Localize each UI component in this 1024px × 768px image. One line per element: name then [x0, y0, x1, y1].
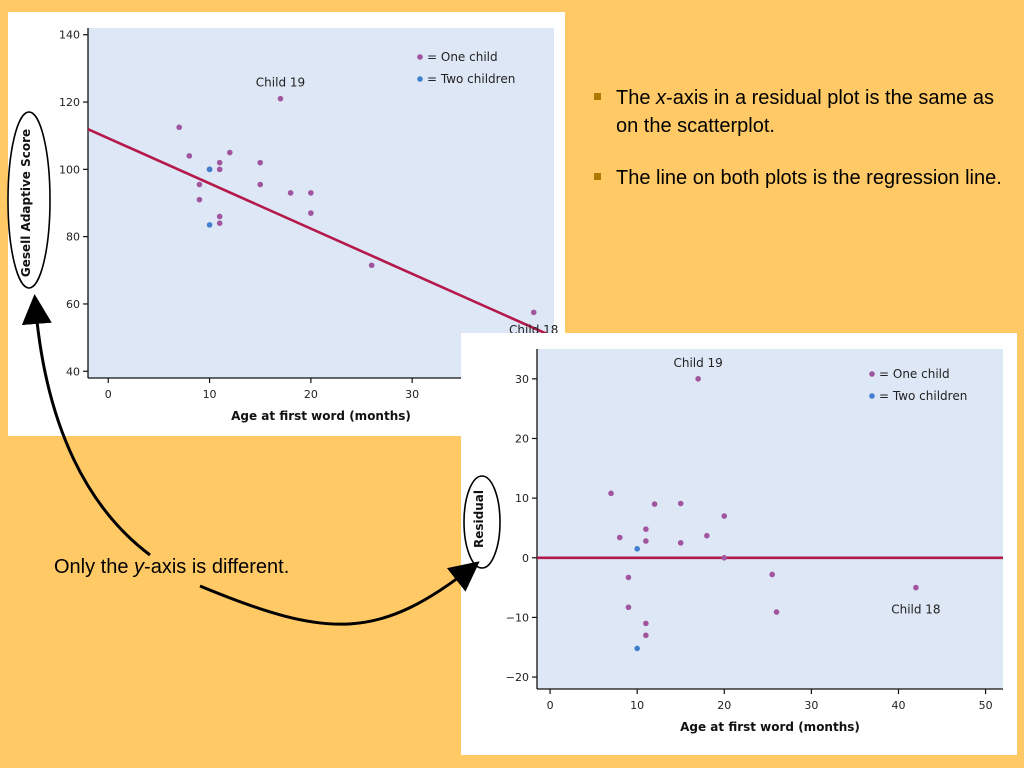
data-point-one-child: [721, 513, 728, 519]
data-point-one-child: [308, 190, 314, 196]
data-point-one-child: [216, 166, 223, 173]
bullet-text-before: The: [616, 87, 657, 109]
y-tick-label: 140: [59, 29, 80, 42]
data-point-one-child: [216, 220, 223, 226]
legend-swatch-two-children: [417, 76, 423, 82]
y-tick-label: 100: [59, 163, 80, 176]
bullet-text-after: -axis in a residual plot is the same as …: [616, 87, 994, 137]
data-point-two-children: [206, 166, 213, 173]
y-tick-label: 10: [515, 492, 529, 505]
data-point-one-child: [608, 490, 614, 497]
y-tick-label: −20: [506, 671, 529, 684]
y-tick-label: 40: [66, 365, 80, 378]
y-tick-label: 120: [59, 96, 80, 109]
bullet-text-before: The line on both plots is the regression…: [616, 167, 1002, 189]
legend-label: = One child: [427, 50, 498, 64]
bullet-item: The line on both plots is the regression…: [592, 164, 1002, 192]
y-tick-label: 30: [515, 373, 529, 386]
data-point-one-child: [769, 571, 775, 578]
data-point-one-child: [704, 532, 710, 539]
data-point-one-child: [643, 632, 649, 639]
data-point-one-child: [677, 500, 684, 507]
legend-swatch-two-children: [869, 393, 875, 399]
data-point-one-child: [227, 149, 233, 156]
data-point-one-child: [216, 213, 223, 220]
data-point-one-child: [721, 554, 728, 561]
x-tick-label: 0: [105, 388, 112, 401]
bullet-text-italic: x: [656, 87, 667, 109]
data-point-two-children: [634, 645, 640, 652]
plot-area: [88, 28, 554, 378]
caption: Only the y-axis is different.: [54, 556, 289, 579]
data-point-one-child: [216, 159, 223, 166]
data-point-one-child: [257, 159, 264, 166]
x-tick-label: 10: [630, 699, 644, 712]
x-tick-label: 30: [804, 699, 818, 712]
x-axis-title: Age at first word (months): [231, 409, 411, 423]
x-tick-label: 20: [304, 388, 318, 401]
y-axis-title: Residual: [472, 490, 486, 548]
data-point-one-child: [530, 309, 537, 316]
data-point-one-child: [773, 609, 780, 615]
point-annotation: Child 19: [673, 356, 722, 370]
y-tick-label: 80: [66, 231, 80, 244]
point-annotation: Child 19: [256, 76, 305, 90]
x-tick-label: 20: [717, 699, 731, 712]
data-point-one-child: [308, 210, 314, 216]
square-bullet-icon: [594, 93, 601, 100]
x-axis-title: Age at first word (months): [680, 720, 860, 734]
point-annotation: Child 18: [891, 603, 940, 617]
data-point-one-child: [368, 262, 375, 269]
data-point-two-children: [634, 546, 640, 552]
legend-label: = Two children: [427, 72, 515, 86]
legend-swatch-one-child: [417, 54, 423, 60]
data-point-one-child: [695, 376, 701, 382]
bullet-list: The x-axis in a residual plot is the sam…: [592, 84, 1002, 216]
legend-label: = One child: [879, 367, 950, 381]
x-tick-label: 0: [547, 699, 554, 712]
data-point-one-child: [677, 540, 684, 546]
x-tick-label: 40: [891, 699, 905, 712]
y-tick-label: 0: [522, 552, 529, 565]
data-point-one-child: [913, 584, 919, 591]
data-point-one-child: [651, 501, 658, 507]
data-point-one-child: [257, 181, 264, 188]
data-point-one-child: [176, 124, 182, 131]
residual-plot-panel: −20 −10 0 10 20 30 0 10 20 30 40 50 Age at first wor…: [461, 333, 1017, 755]
data-point-one-child: [643, 538, 649, 544]
data-point-one-child: [625, 574, 632, 581]
data-point-one-child: [643, 620, 649, 627]
caption-text-after: -axis is different.: [144, 556, 290, 578]
square-bullet-icon: [594, 173, 601, 180]
data-point-one-child: [196, 181, 203, 188]
caption-text-before: Only the: [54, 556, 135, 578]
data-point-one-child: [616, 534, 623, 541]
y-tick-label: 20: [515, 432, 529, 445]
data-point-one-child: [287, 190, 294, 196]
y-tick-label: −10: [506, 611, 529, 624]
y-axis-title: Gesell Adaptive Score: [19, 129, 33, 277]
data-point-two-children: [206, 222, 213, 228]
bullet-item: The x-axis in a residual plot is the sam…: [592, 84, 1002, 140]
legend-label: = Two children: [879, 389, 967, 403]
x-tick-label: 50: [979, 699, 993, 712]
plot-area: [537, 349, 1003, 689]
residual-plot-chart: −20 −10 0 10 20 30 0 10 20 30 40 50 Age at first wor…: [472, 349, 1003, 734]
x-tick-label: 10: [203, 388, 217, 401]
data-point-one-child: [186, 153, 193, 159]
y-tick-label: 60: [66, 298, 80, 311]
data-point-one-child: [643, 526, 649, 532]
data-point-one-child: [196, 196, 203, 203]
caption-text-italic: y: [134, 556, 145, 578]
data-point-one-child: [625, 604, 632, 611]
legend-swatch-one-child: [869, 371, 875, 377]
data-point-one-child: [277, 95, 284, 102]
regression-line: [87, 128, 555, 339]
x-tick-label: 30: [405, 388, 419, 401]
